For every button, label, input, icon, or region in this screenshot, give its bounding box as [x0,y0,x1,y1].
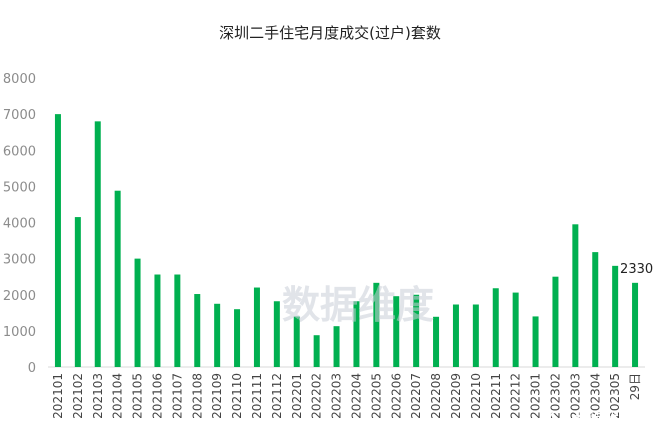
x-tick-label: 202105 [131,373,145,419]
bar [273,301,280,367]
chart-title: 深圳二手住宅月度成交(过户)套数 [219,24,441,42]
bar [54,114,61,367]
bar [194,294,201,367]
x-tick-label: 202304 [588,373,602,419]
y-tick-label: 5000 [3,180,36,195]
x-tick-label: 202103 [91,373,105,419]
bar [313,335,320,367]
x-tick-label: 202206 [389,373,403,419]
bar [333,326,340,367]
x-tick-label: 202112 [270,373,284,419]
x-tick-label: 202205 [369,373,383,419]
x-tick-label: 202301 [529,373,543,419]
bar [612,265,619,367]
bar [154,274,161,367]
wechat-icon [549,411,572,429]
bar [293,316,300,367]
y-tick-label: 1000 [3,325,36,340]
x-tick-label: 202204 [349,373,363,419]
bar [94,121,101,367]
x-tick-label: 29日 [628,373,642,400]
x-tick-label: 202104 [111,373,125,419]
data-label: 2330 [620,262,653,277]
x-tick-label: 202102 [71,373,85,419]
x-tick-label: 202209 [449,373,463,419]
x-tick-label: 202107 [170,373,184,419]
watermark-corner: 数据维度 [549,411,634,429]
x-tick-label: 202203 [330,373,344,419]
watermark-center: 数据维度 [282,283,434,327]
y-tick-label: 7000 [3,108,36,123]
x-tick-label: 202110 [230,373,244,419]
bar [472,304,479,367]
x-tick-label: 202109 [210,373,224,419]
y-axis: 0 1000 2000 3000 4000 5000 6000 7000 8000 [3,72,36,376]
bar [532,316,539,367]
y-tick-label: 6000 [3,144,36,159]
bar [512,292,519,367]
x-tick-label: 202303 [568,373,582,419]
x-tick-label: 202305 [608,373,622,419]
x-tick-label: 202302 [548,373,562,419]
x-tick-label: 202208 [429,373,443,419]
x-tick-label: 202201 [290,373,304,419]
x-tick-label: 202106 [150,373,164,419]
bar [114,190,121,367]
y-tick-label: 8000 [3,72,36,87]
bar [632,282,639,367]
bar [353,301,360,367]
watermark-corner-text: 数据维度 [574,411,634,429]
bars [54,114,639,367]
bar [492,288,499,367]
x-tick-label: 202202 [310,373,324,419]
bar [393,296,400,367]
bar [413,294,420,367]
y-tick-label: 0 [28,361,36,376]
x-tick-label: 202210 [469,373,483,419]
bar [214,303,221,367]
x-tick-label: 202212 [509,373,523,419]
x-tick-label: 202108 [190,373,204,419]
bar [373,282,380,367]
bar [572,224,579,367]
x-tick-label: 202207 [409,373,423,419]
data-labels: 2330 [620,262,653,277]
x-tick-label: 202111 [250,373,264,419]
x-tick-label: 202211 [489,373,503,419]
x-tick-label: 202101 [51,373,65,419]
bar [234,309,241,367]
y-tick-label: 4000 [3,217,36,232]
x-axis: 202101 202102 202103 202104 202105 202106 2021… [51,373,642,419]
bar [134,258,141,367]
bar [74,217,81,367]
bar [592,252,599,367]
bar [174,274,181,367]
bar [452,304,459,367]
bar [433,316,440,367]
y-tick-label: 2000 [3,289,36,304]
bar [552,276,559,367]
y-tick-label: 3000 [3,253,36,268]
bar [253,287,260,367]
